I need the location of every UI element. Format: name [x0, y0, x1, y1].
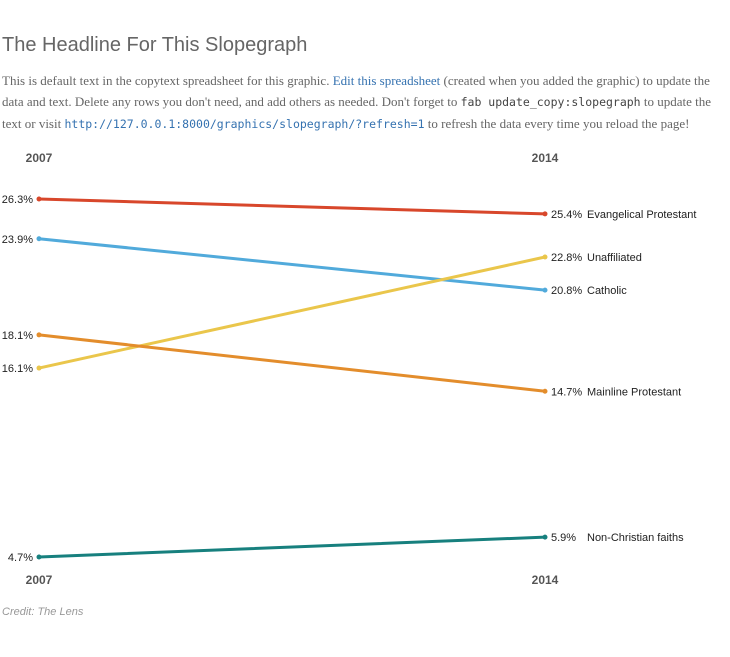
- intro-text: This is default text in the copytext spr…: [2, 70, 726, 135]
- start-value-label: 16.1%: [2, 363, 33, 375]
- edit-spreadsheet-link[interactable]: Edit this spreadsheet: [332, 73, 441, 88]
- start-value-label: 23.9%: [2, 234, 33, 246]
- start-value-label: 4.7%: [8, 552, 33, 564]
- series-name-label: Non-Christian faiths: [587, 532, 684, 544]
- start-value-label: 26.3%: [2, 194, 33, 206]
- series-line: [37, 197, 547, 216]
- series-name-label: Unaffiliated: [587, 252, 642, 264]
- series-end-dot: [542, 211, 548, 217]
- series-start-dot: [36, 365, 42, 371]
- intro-text-part: to update the text or visit: [2, 94, 712, 131]
- series-end-dot: [542, 287, 548, 293]
- intro-text-part: (created when you added the graphic) to …: [2, 73, 710, 109]
- series-line: [37, 333, 547, 393]
- refresh-url-link[interactable]: http://127.0.0.1:8000/graphics/slopegrap…: [64, 117, 425, 131]
- series-start-dot: [36, 236, 42, 242]
- series-name-label: Mainline Protestant: [587, 386, 681, 398]
- year-label-top-end: 2014: [532, 151, 559, 165]
- series-end-dot: [542, 254, 548, 260]
- year-label-bottom-end: 2014: [532, 573, 559, 587]
- slopegraph-chart: 2007 2014 2007 2014 26.3% 25.4% Evangelical Pr…: [2, 151, 697, 587]
- series-name-label: Catholic: [587, 285, 627, 297]
- series-end-dot: [542, 534, 548, 540]
- intro-text-part: to refresh the data every time you reloa…: [424, 116, 690, 131]
- end-value-label: 22.8%: [551, 252, 582, 264]
- series-end-dot: [542, 388, 548, 394]
- series-start-dot: [36, 554, 42, 560]
- series-name-label: Evangelical Protestant: [587, 209, 696, 221]
- start-value-label: 18.1%: [2, 330, 33, 342]
- headline: The Headline For This Slopegraph: [2, 34, 308, 56]
- year-label-top-start: 2007: [26, 151, 53, 165]
- end-value-label: 25.4%: [551, 209, 582, 221]
- credit: Credit: The Lens: [2, 606, 84, 618]
- end-value-label: 5.9%: [551, 532, 576, 544]
- series-line: [37, 237, 547, 292]
- end-value-label: 14.7%: [551, 386, 582, 398]
- year-label-bottom-start: 2007: [26, 573, 53, 587]
- intro-text-part: This is default text in the copytext spr…: [2, 73, 333, 88]
- series-line: [37, 255, 547, 370]
- series-start-dot: [36, 332, 42, 338]
- series-start-dot: [36, 196, 42, 202]
- update-copy-command: fab update_copy:slopegraph: [460, 95, 641, 109]
- end-value-label: 20.8%: [551, 285, 582, 297]
- series-line: [37, 535, 547, 559]
